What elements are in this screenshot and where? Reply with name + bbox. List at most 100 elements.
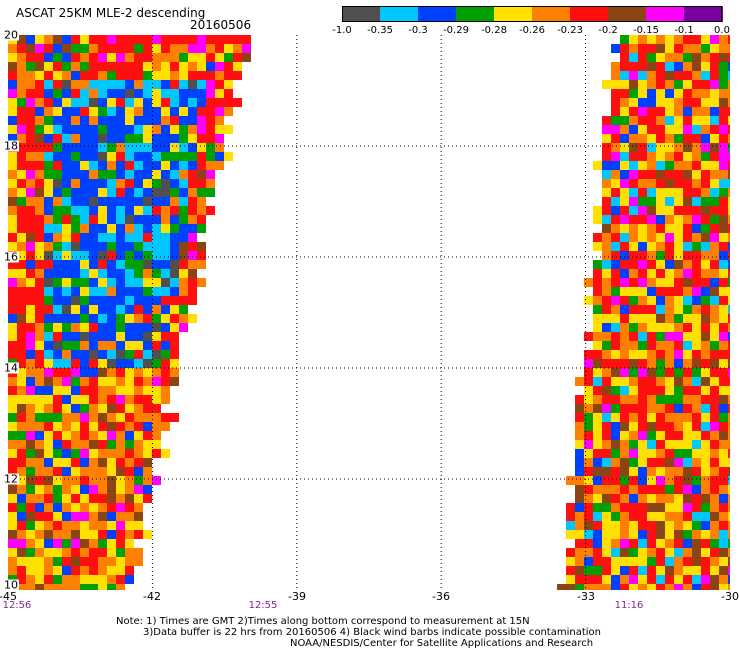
data-cell	[602, 152, 611, 161]
data-cell	[35, 44, 44, 53]
data-cell	[152, 242, 161, 251]
data-cell	[683, 260, 692, 269]
data-cell	[611, 485, 620, 494]
data-cell	[98, 62, 107, 71]
data-cell	[179, 143, 188, 152]
data-cell	[152, 341, 161, 350]
data-cell	[80, 251, 89, 260]
data-cell	[611, 89, 620, 98]
data-cell	[656, 44, 665, 53]
data-cell	[35, 242, 44, 251]
data-cell	[701, 143, 710, 152]
data-cell	[143, 125, 152, 134]
data-cell	[143, 224, 152, 233]
data-cell	[674, 224, 683, 233]
data-cell	[107, 251, 116, 260]
data-cell	[116, 476, 125, 485]
data-cell	[26, 341, 35, 350]
data-cell	[188, 206, 197, 215]
data-cell	[17, 548, 26, 557]
data-cell	[35, 503, 44, 512]
data-cell	[674, 332, 683, 341]
data-cell	[8, 413, 17, 422]
data-cell	[80, 269, 89, 278]
data-cell	[710, 116, 719, 125]
data-cell	[134, 530, 143, 539]
data-cell	[242, 44, 251, 53]
data-cell	[53, 584, 62, 590]
data-cell	[674, 539, 683, 548]
data-cell	[152, 476, 161, 485]
data-cell	[116, 98, 125, 107]
data-cell	[152, 296, 161, 305]
data-cell	[53, 188, 62, 197]
data-cell	[17, 242, 26, 251]
data-cell	[26, 278, 35, 287]
data-cell	[611, 467, 620, 476]
data-cell	[125, 476, 134, 485]
data-cell	[719, 296, 728, 305]
data-cell	[179, 80, 188, 89]
data-cell	[62, 485, 71, 494]
data-cell	[8, 89, 17, 98]
data-cell	[62, 314, 71, 323]
data-cell	[89, 152, 98, 161]
data-cell	[593, 584, 602, 590]
data-cell	[656, 188, 665, 197]
data-cell	[701, 71, 710, 80]
data-cell	[629, 395, 638, 404]
data-cell	[242, 53, 251, 62]
data-cell	[53, 566, 62, 575]
data-cell	[80, 458, 89, 467]
data-cell	[143, 242, 152, 251]
data-cell	[575, 512, 584, 521]
data-cell	[224, 44, 233, 53]
data-cell	[89, 449, 98, 458]
data-cell	[647, 170, 656, 179]
data-cell	[152, 215, 161, 224]
data-cell	[188, 197, 197, 206]
data-cell	[8, 467, 17, 476]
data-cell	[602, 584, 611, 590]
data-cell	[215, 35, 224, 44]
data-cell	[107, 449, 116, 458]
data-cell	[692, 62, 701, 71]
data-cell	[701, 548, 710, 557]
data-cell	[152, 152, 161, 161]
data-cell	[683, 323, 692, 332]
data-cell	[647, 332, 656, 341]
data-cell	[44, 35, 53, 44]
data-cell	[728, 179, 730, 188]
data-cell	[71, 188, 80, 197]
data-cell	[710, 521, 719, 530]
data-cell	[656, 431, 665, 440]
data-cell	[206, 44, 215, 53]
data-cell	[161, 350, 170, 359]
data-cell	[179, 161, 188, 170]
data-cell	[710, 539, 719, 548]
data-cell	[647, 404, 656, 413]
data-cell	[224, 152, 233, 161]
data-cell	[692, 251, 701, 260]
data-cell	[665, 440, 674, 449]
data-cell	[719, 350, 728, 359]
data-cell	[692, 179, 701, 188]
data-cell	[665, 503, 674, 512]
data-cell	[602, 512, 611, 521]
data-cell	[71, 404, 80, 413]
data-cell	[620, 395, 629, 404]
data-cell	[638, 251, 647, 260]
data-cell	[134, 296, 143, 305]
data-cell	[611, 377, 620, 386]
data-cell	[638, 521, 647, 530]
data-cell	[206, 170, 215, 179]
data-cell	[17, 368, 26, 377]
data-cell	[98, 143, 107, 152]
data-cell	[17, 584, 26, 590]
data-cell	[710, 377, 719, 386]
data-cell	[647, 395, 656, 404]
data-cell	[647, 143, 656, 152]
data-cell	[629, 449, 638, 458]
data-cell	[728, 557, 730, 566]
data-cell	[62, 539, 71, 548]
